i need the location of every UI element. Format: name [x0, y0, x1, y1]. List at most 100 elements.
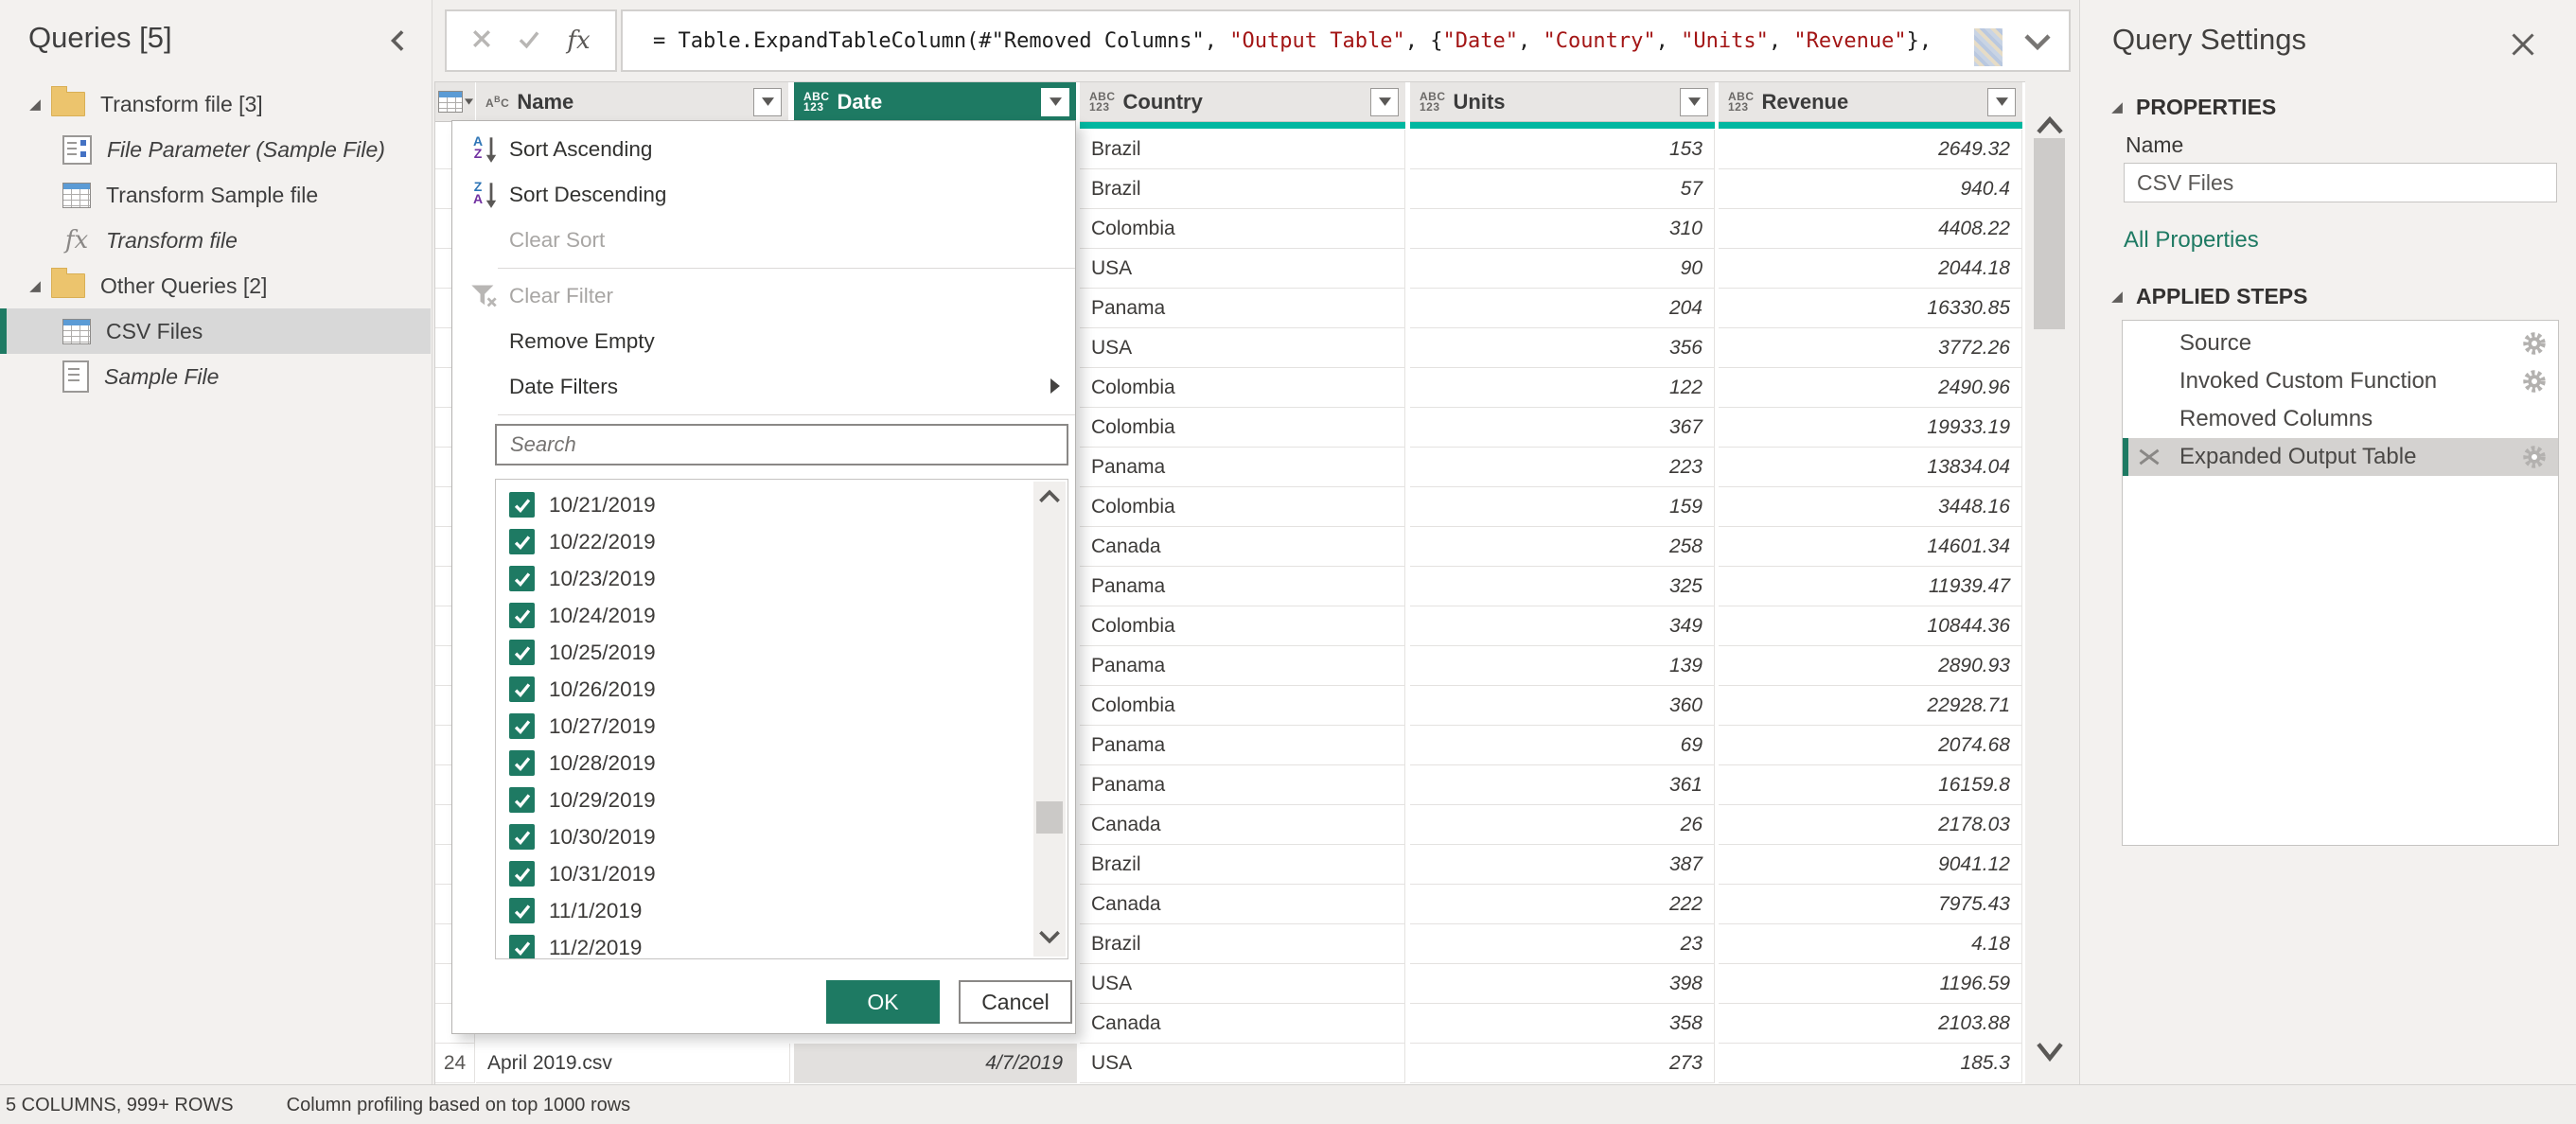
- filter-list-scrollbar[interactable]: [1033, 482, 1066, 957]
- checkbox-checked[interactable]: [509, 898, 535, 923]
- filter-date-item[interactable]: 10/31/2019: [509, 855, 1067, 892]
- cell-country[interactable]: USA: [1080, 249, 1405, 289]
- checkbox-checked[interactable]: [509, 750, 535, 776]
- formula-cancel-icon[interactable]: [469, 26, 494, 56]
- cell-revenue[interactable]: 2044.18: [1719, 249, 2022, 289]
- checkbox-checked[interactable]: [509, 603, 535, 628]
- applied-step-source[interactable]: Source: [2123, 325, 2558, 362]
- sidebar-item-sample-file[interactable]: Sample File: [0, 354, 431, 399]
- cell-revenue[interactable]: 14601.34: [1719, 527, 2022, 567]
- cell-country[interactable]: Panama: [1080, 646, 1405, 686]
- filter-date-item[interactable]: 10/26/2019: [509, 671, 1067, 708]
- checkbox-checked[interactable]: [509, 713, 535, 739]
- filter-dropdown-button[interactable]: [1370, 87, 1399, 116]
- cell-units[interactable]: 356: [1410, 328, 1715, 368]
- cell-revenue[interactable]: 2074.68: [1719, 726, 2022, 765]
- cell-units[interactable]: 222: [1410, 885, 1715, 924]
- grid-scroll-up-icon[interactable]: [2036, 115, 2064, 141]
- filter-dropdown-button[interactable]: [1987, 87, 2016, 116]
- cell-units[interactable]: 398: [1410, 964, 1715, 1004]
- filter-dropdown-button[interactable]: [1041, 87, 1069, 116]
- cell-country[interactable]: Colombia: [1080, 368, 1405, 408]
- formula-text[interactable]: = Table.ExpandTableColumn(#"Removed Colu…: [653, 29, 1932, 53]
- column-header-name[interactable]: ABC Name: [476, 82, 788, 122]
- cell-revenue[interactable]: 3772.26: [1719, 328, 2022, 368]
- checkbox-checked[interactable]: [509, 640, 535, 665]
- cell-country[interactable]: Colombia: [1080, 686, 1405, 726]
- cell-units[interactable]: 122: [1410, 368, 1715, 408]
- cell-country[interactable]: Colombia: [1080, 408, 1405, 448]
- filter-search-input[interactable]: Search: [495, 424, 1068, 465]
- checkbox-checked[interactable]: [509, 935, 535, 958]
- cell-country[interactable]: USA: [1080, 328, 1405, 368]
- cell-country[interactable]: Colombia: [1080, 209, 1405, 249]
- formula-expand-icon[interactable]: [2023, 32, 2052, 56]
- formula-commit-icon[interactable]: [516, 26, 542, 56]
- cell-revenue[interactable]: 19933.19: [1719, 408, 2022, 448]
- filter-dropdown-button[interactable]: [1680, 87, 1708, 116]
- cell-revenue[interactable]: 13834.04: [1719, 448, 2022, 487]
- list-scrollbar-thumb[interactable]: [1036, 801, 1063, 834]
- column-header-revenue[interactable]: ABC 123 Revenue: [1719, 82, 2022, 122]
- cell-revenue[interactable]: 4.18: [1719, 924, 2022, 964]
- cell-units[interactable]: 90: [1410, 249, 1715, 289]
- cell-units[interactable]: 367: [1410, 408, 1715, 448]
- checkbox-checked[interactable]: [509, 529, 535, 554]
- filter-date-item[interactable]: 10/23/2019: [509, 560, 1067, 597]
- cell-units[interactable]: 258: [1410, 527, 1715, 567]
- all-properties-link[interactable]: All Properties: [2124, 227, 2259, 253]
- filter-date-item[interactable]: 10/27/2019: [509, 708, 1067, 745]
- cell-country[interactable]: Panama: [1080, 448, 1405, 487]
- cell-country[interactable]: Canada: [1080, 805, 1405, 845]
- sidebar-group-other-queries-2[interactable]: Other Queries [2]: [0, 263, 431, 308]
- cell-units[interactable]: 360: [1410, 686, 1715, 726]
- sidebar-item-transform-sample-file[interactable]: Transform Sample file: [0, 172, 431, 218]
- cell-units[interactable]: 361: [1410, 765, 1715, 805]
- cell-revenue[interactable]: 16330.85: [1719, 289, 2022, 328]
- cell-revenue[interactable]: 1196.59: [1719, 964, 2022, 1004]
- cell-country[interactable]: Canada: [1080, 527, 1405, 567]
- cell-revenue[interactable]: 11939.47: [1719, 567, 2022, 606]
- cell-units[interactable]: 358: [1410, 1004, 1715, 1044]
- cell-row24-name[interactable]: April 2019.csv: [476, 1044, 790, 1083]
- filter-date-item[interactable]: 10/21/2019: [509, 486, 1067, 523]
- sidebar-collapse-icon[interactable]: [388, 28, 409, 58]
- cell-country[interactable]: Brazil: [1080, 130, 1405, 169]
- properties-section-header[interactable]: PROPERTIES: [2108, 95, 2276, 120]
- cancel-button[interactable]: Cancel: [959, 980, 1072, 1024]
- cell-country[interactable]: USA: [1080, 964, 1405, 1004]
- step-settings-gear-icon[interactable]: [2522, 331, 2547, 356]
- ok-button[interactable]: OK: [826, 980, 940, 1024]
- formula-scrollbar-thumb[interactable]: [1974, 28, 2003, 66]
- cell-units[interactable]: 69: [1410, 726, 1715, 765]
- cell-row24-date[interactable]: 4/7/2019: [794, 1044, 1077, 1083]
- menu-item-sort-ascending[interactable]: A Z Sort Ascending: [452, 127, 1075, 172]
- applied-steps-section-header[interactable]: APPLIED STEPS: [2108, 284, 2307, 309]
- cell-revenue[interactable]: 16159.8: [1719, 765, 2022, 805]
- query-name-input[interactable]: CSV Files: [2124, 163, 2557, 202]
- cell-revenue[interactable]: 2890.93: [1719, 646, 2022, 686]
- menu-item-sort-descending[interactable]: Z A Sort Descending: [452, 172, 1075, 218]
- step-settings-gear-icon[interactable]: [2522, 445, 2547, 469]
- cell-revenue[interactable]: 940.4: [1719, 169, 2022, 209]
- cell-units[interactable]: 159: [1410, 487, 1715, 527]
- cell-revenue[interactable]: 2103.88: [1719, 1004, 2022, 1044]
- cell-revenue[interactable]: 2490.96: [1719, 368, 2022, 408]
- list-scroll-up-icon[interactable]: [1038, 489, 1061, 509]
- filter-date-item[interactable]: 10/28/2019: [509, 745, 1067, 782]
- formula-bar[interactable]: = Table.ExpandTableColumn(#"Removed Colu…: [621, 9, 2071, 72]
- cell-units[interactable]: 349: [1410, 606, 1715, 646]
- expand-triangle-icon[interactable]: [26, 97, 47, 113]
- checkbox-checked[interactable]: [509, 492, 535, 518]
- grid-scrollbar-thumb[interactable]: [2034, 138, 2065, 329]
- cell-country[interactable]: Canada: [1080, 885, 1405, 924]
- cell-units[interactable]: 26: [1410, 805, 1715, 845]
- menu-item-remove-empty[interactable]: Remove Empty: [452, 319, 1075, 364]
- filter-date-item[interactable]: 10/30/2019: [509, 818, 1067, 855]
- cell-country[interactable]: Panama: [1080, 726, 1405, 765]
- cell-revenue[interactable]: 185.3: [1719, 1044, 2022, 1083]
- cell-units[interactable]: 223: [1410, 448, 1715, 487]
- cell-units[interactable]: 57: [1410, 169, 1715, 209]
- filter-date-item[interactable]: 10/25/2019: [509, 634, 1067, 671]
- cell-units[interactable]: 325: [1410, 567, 1715, 606]
